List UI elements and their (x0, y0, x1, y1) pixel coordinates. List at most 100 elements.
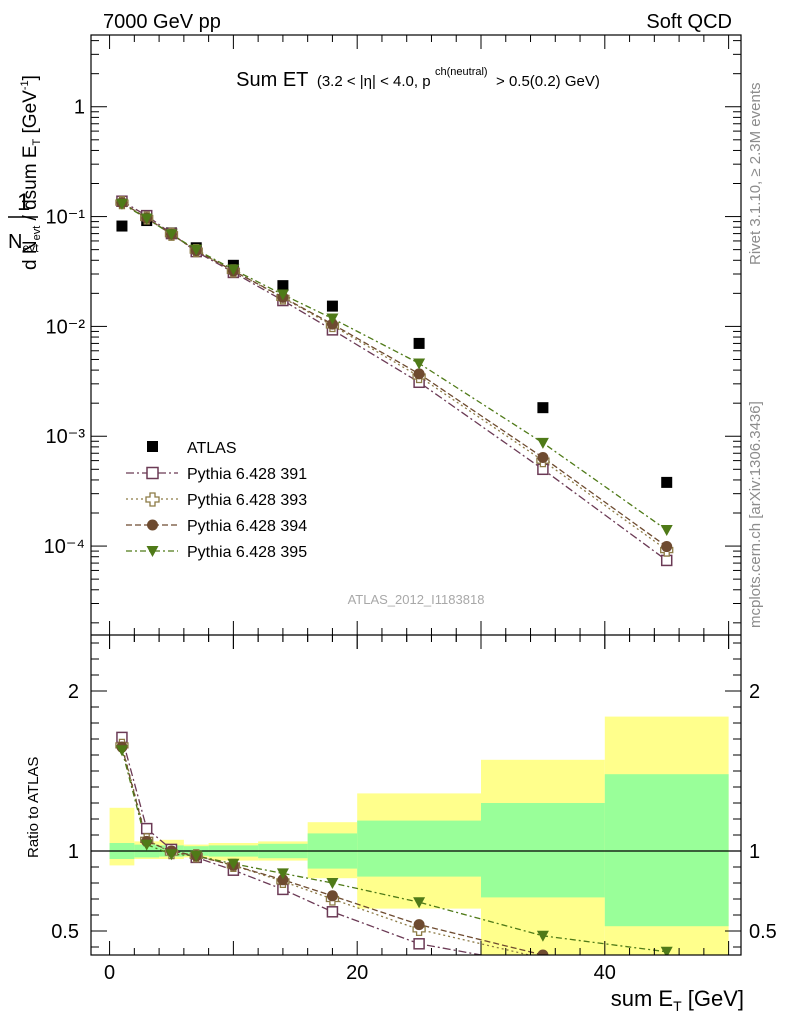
legend-marker-393 (145, 492, 160, 507)
atlas-data-point (661, 476, 673, 488)
ratio-band-inner (481, 803, 605, 898)
y-tick-label: 10⁻³ (46, 426, 86, 448)
y-tick-label: 10⁻¹ (46, 207, 86, 229)
ratio-point-395 (326, 878, 339, 889)
ratio-point-395 (276, 868, 289, 880)
ratio-band-inner (357, 820, 481, 877)
main-point-395 (413, 358, 426, 370)
series-markers (115, 195, 674, 955)
legend-marker-atlas (147, 441, 158, 452)
ratio-point-391 (140, 822, 153, 835)
ratio-point-395 (227, 858, 240, 870)
legend-entry-393: Pythia 6.428 393 (126, 492, 307, 509)
ratio-point-394 (537, 949, 549, 955)
ratio-band-inner (604, 774, 729, 927)
plot-title-sup: ch(neutral) (435, 66, 488, 78)
header-right: Soft QCD (646, 11, 732, 33)
y-label-prefix: 1 (17, 189, 30, 216)
legend-marker-395 (146, 546, 159, 557)
main-point-395 (326, 313, 339, 325)
x-tick-label: 40 (594, 962, 616, 984)
main-series-lines (121, 200, 668, 561)
main-point-395 (115, 198, 128, 210)
ratio-y-tick-label-left: 0.5 (51, 921, 79, 943)
series-lines (121, 200, 668, 955)
ratio-point-395 (536, 930, 549, 942)
axes: 0 20 40 1 10⁻¹ 10⁻² 10⁻³ 10⁻⁴ 2 2 1 1 0.5 0.5 (44, 34, 777, 984)
atlas-data-point (413, 337, 425, 349)
ratio-point-395 (165, 849, 178, 861)
main-point-395 (660, 525, 673, 537)
ratio-point-391 (326, 906, 339, 918)
legend-label-391: Pythia 6.428 391 (187, 466, 307, 483)
side-label-mcplots: mcplots.cern.ch [arXiv:1306.3436] (747, 401, 764, 628)
x-tick-label: 0 (104, 962, 115, 984)
ratio-series-markers (115, 731, 673, 955)
ratio-point-395 (115, 745, 128, 757)
ratio-line-394 (121, 746, 549, 955)
y-axis-label-ratio: Ratio to ATLAS (25, 757, 42, 858)
main-point-395 (276, 289, 289, 301)
y-tick-label: 10⁻⁴ (44, 536, 85, 558)
plot-title-detail-a: (3.2 < |η| < 4.0, p (317, 73, 431, 90)
ratio-point-394 (277, 874, 289, 886)
y-tick-label: 1 (74, 97, 85, 119)
header-left: 7000 GeV pp (103, 11, 221, 33)
main-point-394 (413, 368, 425, 380)
ratio-point-394 (326, 890, 338, 902)
ratio-y-tick-label-left: 2 (68, 681, 79, 703)
plot-frame (90, 34, 742, 956)
legend-entry-atlas: ATLAS (147, 440, 237, 457)
atlas-data-point (537, 402, 549, 414)
main-point-395 (165, 229, 178, 241)
main-line-391 (121, 200, 668, 561)
y-axis-label-main: 1 Nevt d Nevt / dsum ET [GeV-1] (8, 75, 43, 270)
ratio-band-group (109, 716, 729, 955)
legend-entry-394: Pythia 6.428 394 (126, 518, 307, 535)
watermark: ATLAS_2012_I1183818 (348, 592, 485, 607)
legend-entry-395: Pythia 6.428 395 (126, 544, 307, 561)
legend-marker-394 (147, 519, 158, 531)
legend: ATLAS Pythia 6.428 391 Pythia 6.428 393 … (126, 440, 307, 561)
plot-title: Sum ET (3.2 < |η| < 4.0, p ch(neutral) >… (236, 62, 600, 91)
atlas-data-point (277, 280, 289, 292)
ratio-y-tick-label-left: 1 (68, 841, 79, 863)
legend-label-395: Pythia 6.428 395 (187, 544, 307, 561)
ratio-point-395 (140, 839, 153, 851)
ratio-point-395 (190, 850, 203, 862)
side-label-rivet: Rivet 3.1.10, ≥ 2.3M events (747, 83, 764, 266)
main-point-394 (537, 452, 549, 464)
plot-title-main: Sum ET (236, 69, 308, 91)
main-line-395 (121, 203, 668, 531)
main-point-391 (660, 554, 673, 567)
ratio-y-tick-label-right: 2 (749, 681, 760, 703)
x-axis-label: sum ET [GeV] (611, 986, 744, 1014)
main-point-395 (190, 244, 203, 256)
main-series-markers (115, 195, 674, 567)
ratio-y-tick-label-right: 1 (749, 841, 760, 863)
main-line-394 (121, 202, 668, 548)
atlas-data-point (326, 300, 338, 312)
plot-title-detail-b: > 0.5(0.2) GeV) (496, 73, 600, 90)
legend-label-atlas: ATLAS (187, 440, 237, 457)
ratio-uncertainty-bands (91, 716, 741, 955)
x-tick-label: 20 (346, 962, 368, 984)
ratio-series-lines (121, 737, 667, 955)
ratio-line-395 (121, 750, 667, 953)
main-point-395 (536, 437, 549, 449)
y-tick-label: 10⁻² (46, 316, 86, 338)
legend-label-394: Pythia 6.428 394 (187, 518, 307, 535)
main-point-395 (140, 213, 153, 225)
main-point-395 (227, 264, 240, 276)
main-point-394 (661, 541, 673, 553)
atlas-data-point (116, 220, 128, 232)
ratio-point-391 (413, 938, 425, 950)
ratio-point-395 (413, 897, 426, 909)
legend-marker-391 (146, 466, 159, 480)
legend-label-393: Pythia 6.428 393 (187, 492, 307, 509)
y-label-rotated: d Nevt / dsum ET [GeV-1] (19, 75, 43, 270)
ratio-y-tick-label-right: 0.5 (749, 921, 777, 943)
legend-entry-391: Pythia 6.428 391 (126, 466, 307, 483)
